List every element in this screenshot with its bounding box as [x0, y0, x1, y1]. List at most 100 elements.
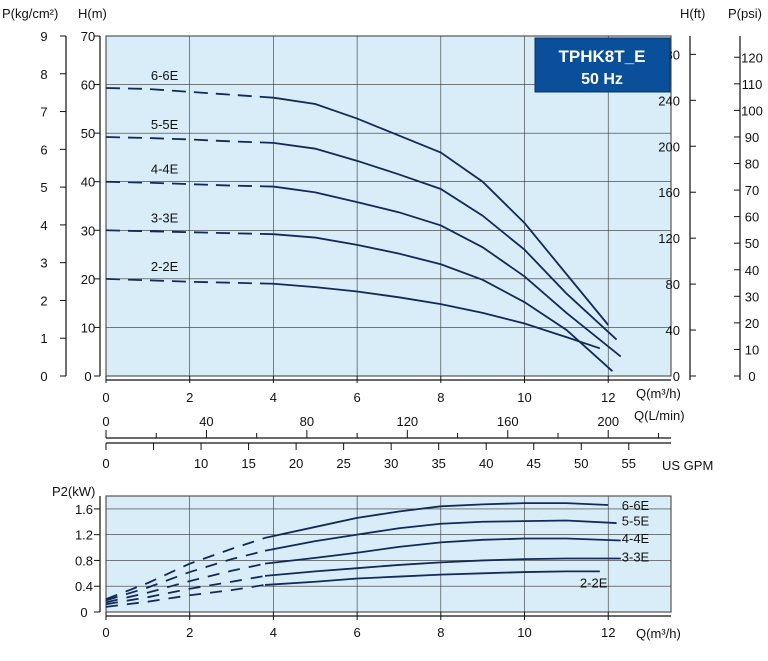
head-m-tick-label: 40 [81, 175, 95, 190]
power-flow-tick-label: 2 [186, 625, 193, 640]
power-plot-area [105, 495, 672, 613]
flow-lmin-tick-label: 80 [300, 414, 314, 429]
head-curve-3-3E [273, 233, 614, 372]
power-flow-tick-label: 10 [517, 625, 531, 640]
flow-gpm-axis-label: US GPM [662, 458, 713, 473]
power-tick-label: 1.2 [75, 528, 93, 543]
power-curve-label-5-5E: 5-5E [622, 513, 650, 528]
power-curve-dashed-3-3E [105, 575, 266, 606]
head-m-tick-label: 20 [81, 272, 95, 287]
power-curve-dashed-2-2E [105, 584, 266, 608]
flow-gpm-tick-label: 15 [241, 456, 255, 471]
power-grid [106, 496, 671, 612]
power-flow-tick-label: 4 [270, 625, 277, 640]
pressure-psi-tick-label: 70 [745, 183, 759, 198]
flow-m3h-axis-label: Q(m³/h) [636, 386, 681, 401]
flow-lmin-tick-label: 0 [102, 414, 109, 429]
pressure-kg-tick-label: 2 [40, 293, 47, 308]
power-curve-label-2-2E: 2-2E [580, 575, 608, 590]
pressure-psi-tick-label: 120 [741, 50, 763, 65]
flow-lmin-tick-label: 40 [199, 414, 213, 429]
pressure-kg-tick-label: 3 [40, 256, 47, 271]
head-ft-axis-label: H(ft) [680, 6, 705, 21]
power-flow-tick-label: 0 [102, 625, 109, 640]
head-curve-label-2-2E: 2-2E [151, 259, 179, 274]
power-tick-label: 0.8 [75, 553, 93, 568]
head-m-tick-label: 50 [81, 126, 95, 141]
power-flow-tick-label: 12 [601, 625, 615, 640]
flow-m3h-tick-label: 12 [601, 390, 615, 405]
pressure-kg-tick-label: 9 [40, 29, 47, 44]
flow-gpm-tick-label: 30 [384, 456, 398, 471]
head-curve-dashed-4-4E [105, 180, 274, 188]
pressure-kg-tick-label: 7 [40, 105, 47, 120]
power-flow-tick-label: 6 [353, 625, 360, 640]
flow-gpm-tick-label: 25 [336, 456, 350, 471]
power-axis-label: P2(kW) [52, 484, 95, 499]
head-m-axis-label: H(m) [78, 6, 107, 21]
flow-m3h-tick-label: 2 [186, 390, 193, 405]
power-curve-dashed-6-6E [105, 537, 266, 600]
head-m-tick-label: 0 [84, 369, 91, 384]
head-ft-tick-label: 0 [673, 369, 680, 384]
head-curve-dashed-5-5E [105, 136, 274, 144]
head-axis-ticks: 0102030405060700123456789040801201602002… [40, 29, 762, 384]
power-curve-3-3E [264, 557, 621, 577]
pressure-psi-tick-label: 50 [745, 236, 759, 251]
head-curve-4-4E [273, 185, 622, 358]
power-curve-2-2E [264, 570, 600, 586]
head-curve-5-5E [273, 141, 618, 341]
head-curve-dashed-2-2E [105, 277, 274, 285]
pressure-kg-tick-label: 0 [40, 369, 47, 384]
model-badge [534, 37, 671, 93]
power-curve-label-3-3E: 3-3E [622, 550, 650, 565]
flow-gpm-tick-label: 55 [622, 456, 636, 471]
pressure-psi-tick-label: 0 [748, 369, 755, 384]
flow-m3h-tick-label: 6 [353, 390, 360, 405]
head-m-tick-label: 70 [81, 29, 95, 44]
pressure-kg-tick-label: 6 [40, 142, 47, 157]
power-curves: 6-6E5-5E 4-4E 3-3E 2-2E [105, 498, 650, 608]
power-curve-4-4E [264, 537, 621, 565]
pressure-kg-tick-label: 8 [40, 67, 47, 82]
pressure-psi-axis-label: P(psi) [728, 6, 762, 21]
head-curves: 6-6E 5-5E 4-4E 3-3E 2-2E [105, 68, 622, 372]
flow-gpm-tick-label: 50 [574, 456, 588, 471]
flow-lmin-tick-label: 160 [497, 414, 519, 429]
head-m-tick-label: 60 [81, 78, 95, 93]
head-grid [106, 36, 671, 376]
head-ft-tick-label: 200 [658, 139, 680, 154]
flow-m3h-tick-label: 0 [102, 390, 109, 405]
flow-gpm-tick-label: 10 [194, 456, 208, 471]
head-curve-label-5-5E: 5-5E [151, 117, 179, 132]
pressure-psi-tick-label: 80 [745, 157, 759, 172]
pressure-psi-tick-label: 60 [745, 210, 759, 225]
head-curve-2-2E [273, 282, 601, 350]
pressure-psi-tick-label: 10 [745, 342, 759, 357]
head-curve-label-3-3E: 3-3E [151, 210, 179, 225]
power-curve-label-6-6E: 6-6E [622, 498, 650, 513]
head-ft-tick-label: 120 [658, 231, 680, 246]
pressure-kg-tick-label: 5 [40, 180, 47, 195]
flow-m3h-tick-label: 8 [437, 390, 444, 405]
flow-gpm-tick-label: 45 [527, 456, 541, 471]
flow-gpm-tick-label: 0 [102, 456, 109, 471]
flow-lmin-tick-label: 200 [597, 414, 619, 429]
power-axis-ticks: 0 0.4 0.8 1.2 1.6 0 2 4 6 8 10 12 [75, 496, 671, 640]
power-tick-label: 1.6 [75, 502, 93, 517]
head-m-tick-label: 10 [81, 320, 95, 335]
pressure-kg-axis-label: P(kg/cm²) [2, 6, 58, 21]
pressure-psi-tick-label: 30 [745, 289, 759, 304]
head-ft-tick-label: 160 [658, 185, 680, 200]
pressure-kg-tick-label: 1 [40, 331, 47, 346]
flow-m3h-tick-label: 4 [270, 390, 277, 405]
power-curve-dashed-4-4E [105, 562, 266, 604]
power-tick-label: 0.4 [75, 579, 93, 594]
power-tick-label: 0 [80, 605, 87, 620]
flow-m3h-tick-label: 10 [517, 390, 531, 405]
pressure-psi-tick-label: 20 [745, 316, 759, 331]
pressure-kg-tick-label: 4 [40, 218, 47, 233]
power-curve-dashed-5-5E [105, 549, 266, 602]
